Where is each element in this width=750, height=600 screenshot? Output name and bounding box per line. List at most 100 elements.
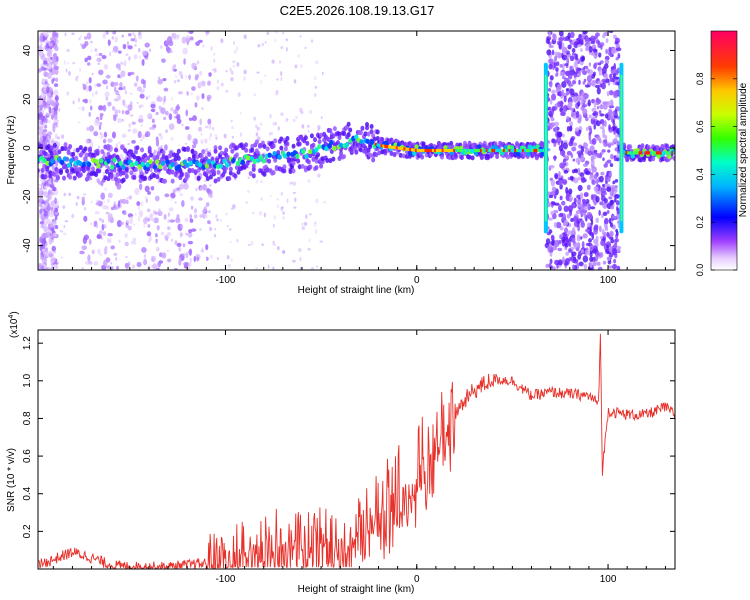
ridge-halo: [48, 173, 53, 179]
ridge-core: [412, 150, 417, 156]
noise-speck: [608, 217, 612, 224]
ridge-halo: [57, 149, 62, 155]
noise-speck: [615, 206, 619, 211]
noise-speck: [548, 263, 552, 269]
noise-speck: [587, 150, 593, 156]
noise-speck: [608, 196, 613, 200]
ridge-halo: [133, 167, 138, 173]
ridge-halo: [39, 149, 44, 155]
noise-speck: [116, 183, 122, 190]
noise-speck: [293, 79, 297, 84]
noise-speck: [612, 120, 616, 126]
noise-speck: [105, 205, 109, 211]
noise-speck: [246, 190, 250, 194]
noise-speck: [555, 126, 558, 133]
noise-speck: [577, 184, 583, 192]
noise-speck: [160, 145, 163, 148]
noise-speck: [169, 219, 175, 223]
noise-speck: [105, 96, 109, 101]
noise-speck: [547, 88, 552, 92]
noise-speck: [614, 197, 617, 203]
ridge-line: [477, 148, 481, 153]
noise-speck: [602, 157, 605, 161]
noise-speck: [596, 152, 600, 159]
colorbar-gradient: [710, 30, 738, 271]
noise-speck: [137, 205, 141, 211]
noise-speck: [600, 44, 603, 50]
noise-speck: [560, 111, 566, 117]
noise-speck: [292, 191, 296, 194]
noise-speck: [190, 228, 197, 232]
ridge-line: [634, 151, 638, 155]
noise-speck: [569, 175, 574, 181]
noise-speck: [137, 131, 142, 139]
ridge-line: [401, 146, 404, 151]
noise-speck: [568, 141, 574, 147]
ridge-line: [395, 146, 398, 150]
ridge-line: [493, 148, 496, 153]
noise-speck: [589, 262, 593, 268]
noise-speck: [167, 258, 172, 263]
noise-speck: [590, 159, 595, 167]
ridge-line: [422, 148, 425, 153]
noise-speck: [150, 103, 156, 109]
noise-speck: [207, 193, 210, 198]
ridge-halo: [161, 150, 166, 156]
ridge-halo: [109, 174, 114, 180]
noise-speck: [314, 86, 317, 89]
noise-speck: [48, 237, 52, 245]
ridge-halo: [453, 152, 458, 158]
ridge-halo: [250, 143, 255, 149]
noise-speck: [58, 108, 61, 112]
ridge-halo: [55, 174, 60, 180]
noise-speck: [613, 34, 617, 40]
noise-speck: [240, 132, 242, 138]
noise-speck: [143, 83, 146, 89]
noise-speck: [233, 65, 235, 68]
ridge-line: [485, 148, 488, 153]
noise-speck: [297, 54, 300, 58]
noise-speck: [94, 211, 100, 215]
noise-speck: [566, 57, 570, 65]
noise-speck: [145, 96, 149, 100]
ridge-core: [304, 153, 309, 159]
ridge-line: [428, 148, 431, 153]
noise-speck: [65, 68, 68, 73]
noise-speck: [555, 67, 559, 72]
noise-speck: [588, 114, 592, 119]
noise-speck: [48, 41, 51, 47]
noise-speck: [39, 35, 43, 42]
noise-speck: [545, 263, 549, 268]
noise-speck: [45, 112, 49, 116]
noise-speck: [50, 108, 55, 116]
ridge-halo: [143, 153, 148, 159]
noise-speck: [144, 196, 148, 199]
snr-xtick-label: 0: [414, 574, 420, 585]
ridge-halo: [190, 168, 195, 174]
noise-speck: [132, 237, 137, 242]
noise-speck: [585, 68, 590, 74]
noise-speck: [50, 176, 54, 184]
ridge-line: [673, 151, 675, 155]
noise-speck: [595, 195, 600, 203]
ridge-halo: [296, 158, 301, 164]
noise-speck: [587, 203, 591, 211]
noise-speck: [46, 206, 49, 210]
ridge-halo: [228, 170, 233, 176]
noise-speck: [269, 114, 272, 119]
noise-speck: [38, 262, 42, 270]
noise-speck: [572, 158, 576, 162]
noise-speck: [79, 250, 85, 255]
ridge-halo: [40, 167, 45, 173]
noise-speck: [43, 31, 49, 38]
noise-speck: [598, 225, 602, 233]
noise-speck: [548, 31, 552, 38]
noise-speck: [313, 224, 317, 227]
noise-speck: [571, 169, 576, 174]
snr-ytick-label: 0.6: [22, 449, 33, 463]
ridge-line: [397, 146, 400, 150]
noise-speck: [573, 95, 578, 103]
ridge-halo: [328, 158, 333, 164]
noise-speck: [591, 138, 597, 145]
noise-speck: [573, 41, 579, 49]
